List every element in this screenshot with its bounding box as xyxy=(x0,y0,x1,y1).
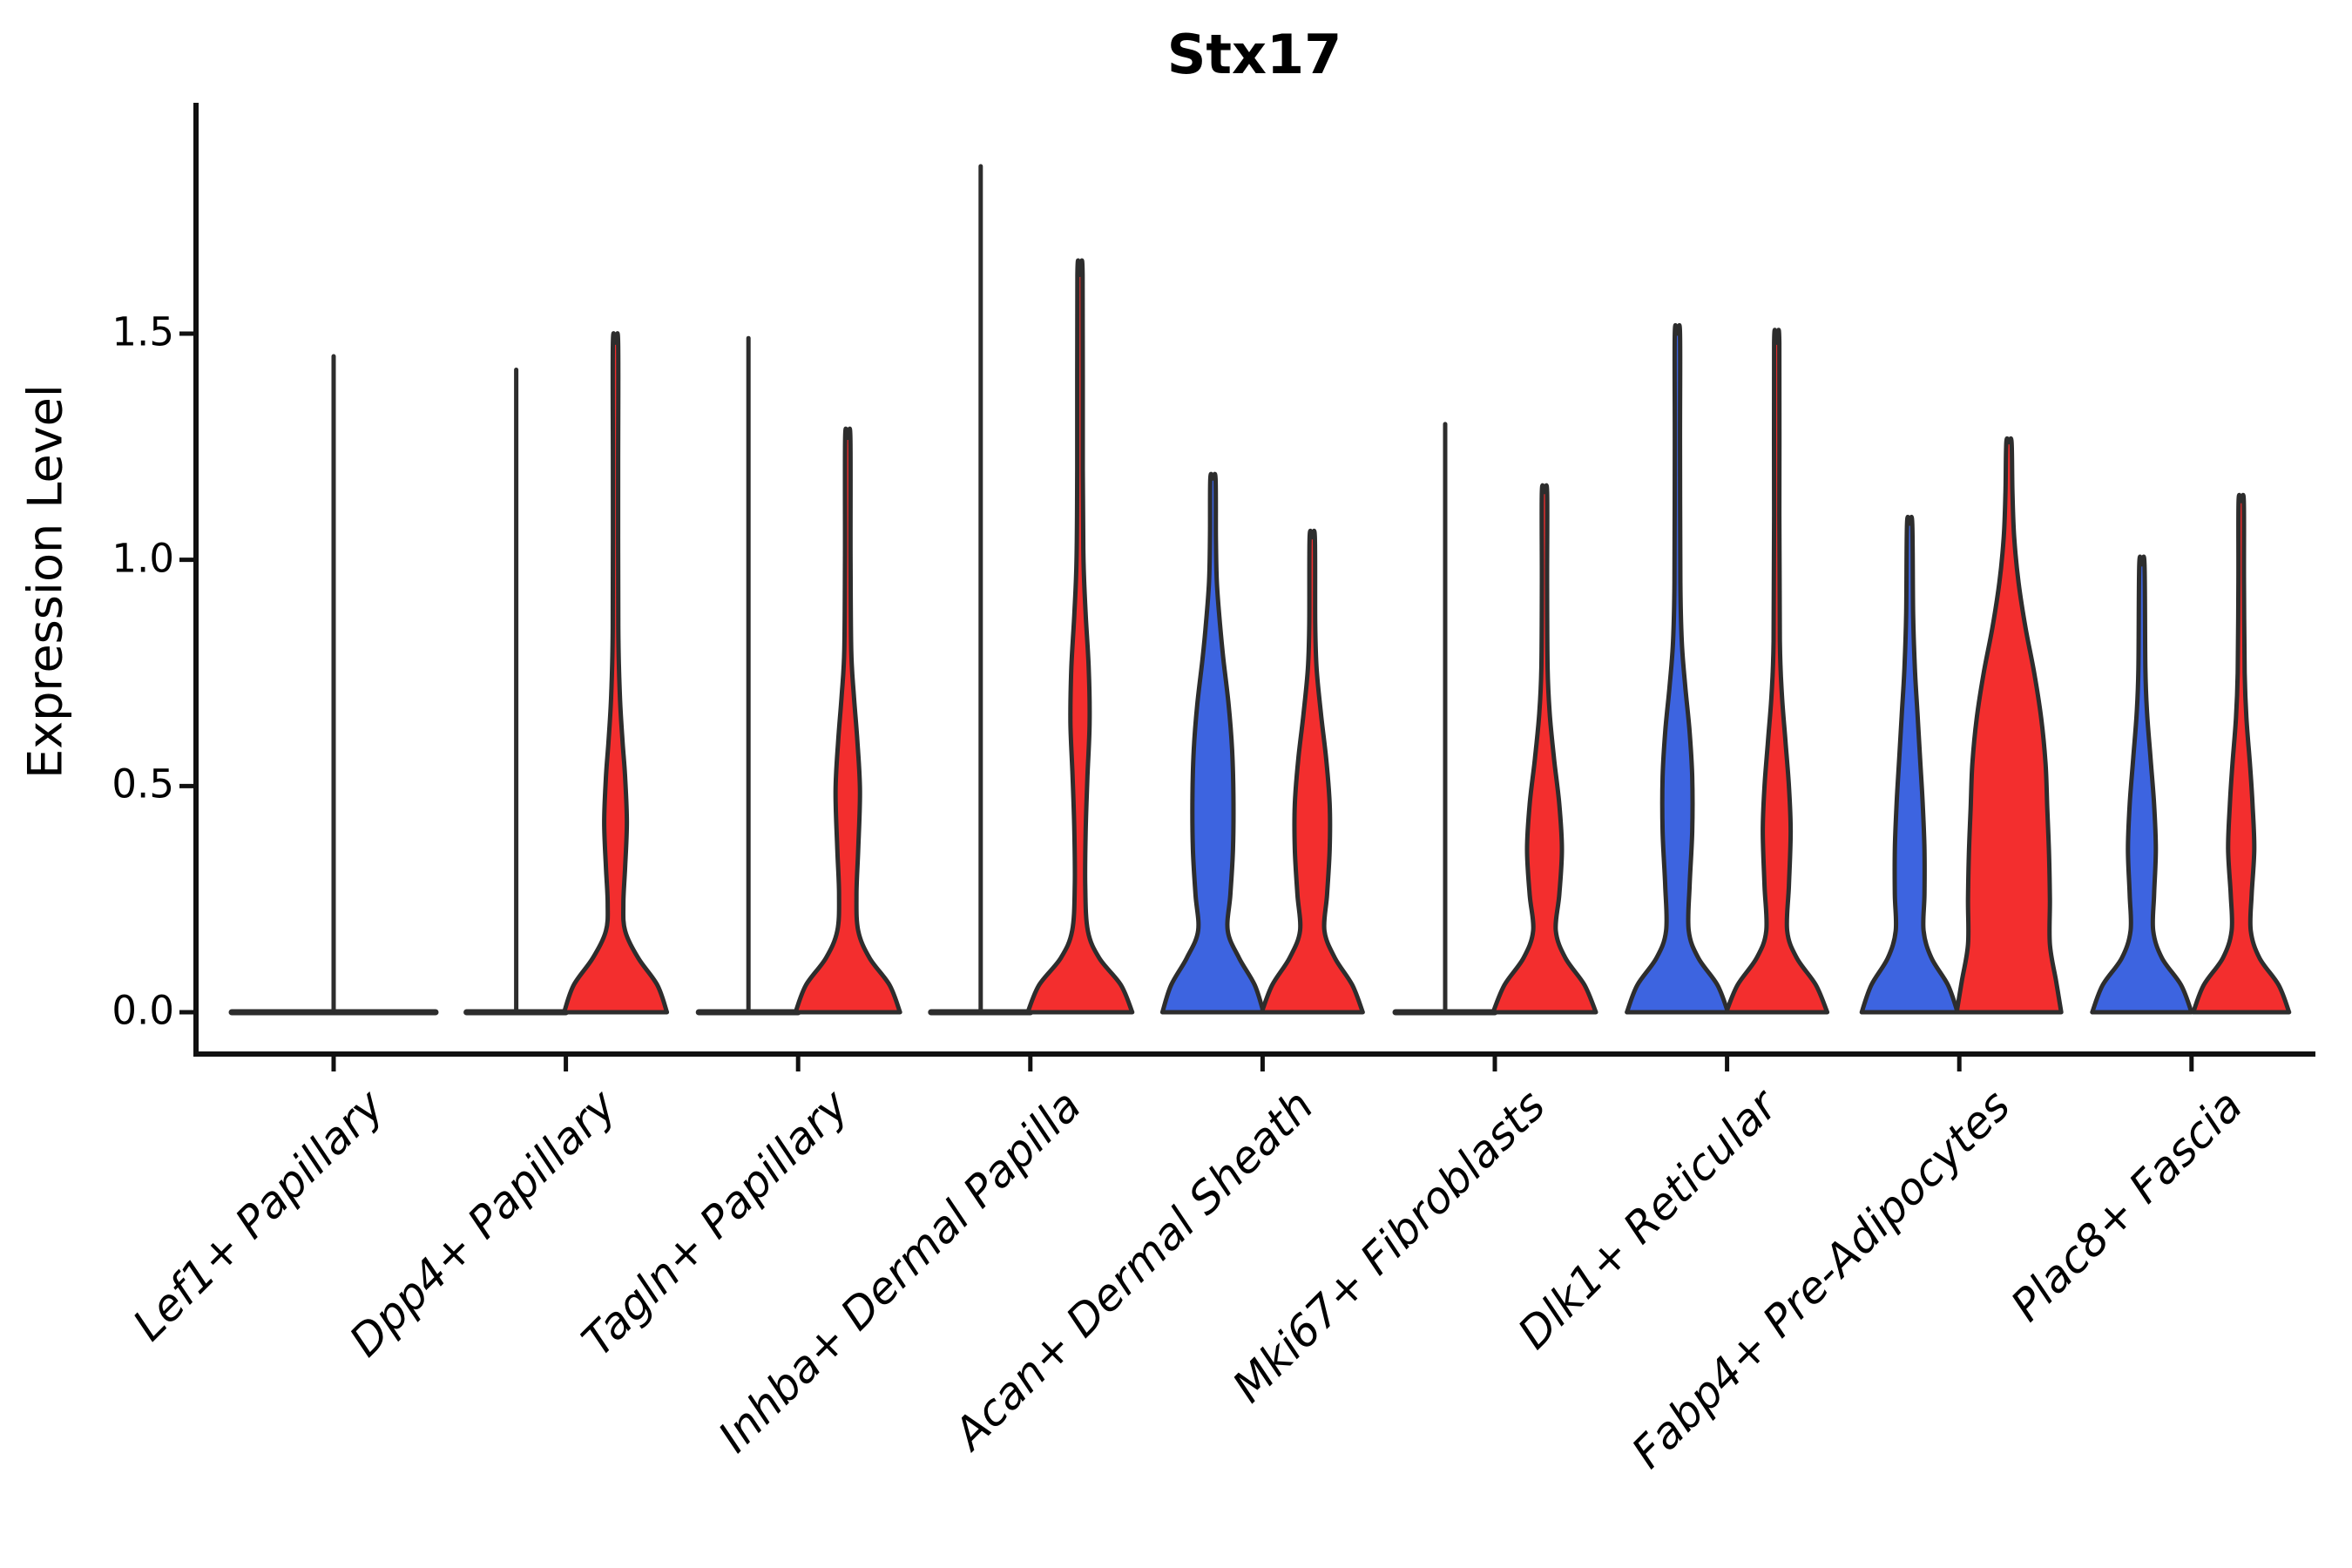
y-tick-label-1.0: 1.0 xyxy=(112,535,174,582)
violin-dpp4-papillary-red xyxy=(562,331,670,1015)
violin-plac8-fascia-blue xyxy=(2090,554,2194,1015)
y-tick-label-0.0: 0.0 xyxy=(112,987,174,1034)
violin-tagln-papillary-red xyxy=(793,426,902,1015)
violin-acan-dermal-sheath-red xyxy=(1259,528,1365,1015)
violin-plac8-fascia-red xyxy=(2191,492,2292,1015)
y-tick-label-1.5: 1.5 xyxy=(112,308,174,355)
chart-title: Stx17 xyxy=(1166,23,1342,86)
y-tick-label-0.5: 0.5 xyxy=(112,760,174,808)
violin-fabp4-pre-adipocytes-blue xyxy=(1859,514,1960,1015)
violin-fabp4-pre-adipocytes-red xyxy=(1954,436,2064,1015)
violin-acan-dermal-sheath-blue xyxy=(1159,471,1266,1015)
violin-mki67-fibroblasts-red xyxy=(1490,483,1598,1015)
violin-dlk1-reticular-blue xyxy=(1625,323,1731,1015)
violin-inhba-dermal-papilla-red xyxy=(1025,258,1135,1015)
violin-dlk1-reticular-red xyxy=(1724,328,1830,1015)
